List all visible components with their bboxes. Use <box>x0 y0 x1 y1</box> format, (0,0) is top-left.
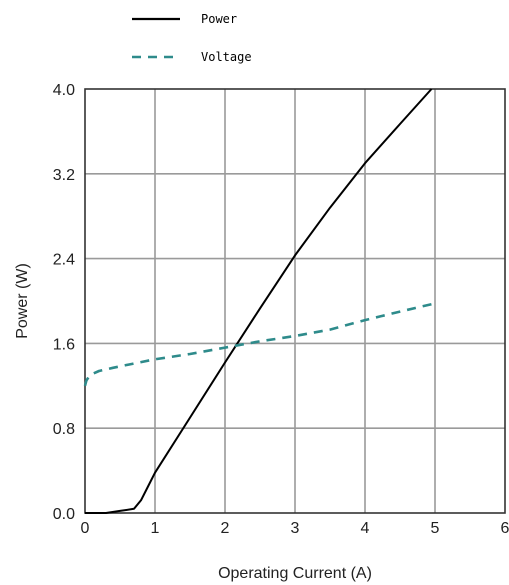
y-tick-label: 3.2 <box>53 167 75 184</box>
x-axis-title: Operating Current (A) <box>218 565 372 582</box>
x-tick-label: 0 <box>81 520 90 537</box>
series-line-power <box>85 88 433 514</box>
tick-labels: 0 1 2 3 4 5 6 0.0 0.8 1.6 2.4 3.2 4.0 <box>53 82 509 537</box>
y-tick-label: 1.6 <box>53 336 75 353</box>
grid <box>85 89 505 513</box>
y-tick-label: 0.8 <box>53 421 75 438</box>
y-axis-title: Power (W) <box>14 263 31 339</box>
y-tick-label: 0.0 <box>53 506 75 523</box>
x-tick-label: 6 <box>501 520 509 537</box>
legend-label-voltage: Voltage <box>201 50 252 64</box>
series-layer <box>83 88 433 514</box>
x-tick-label: 3 <box>291 520 300 537</box>
x-tick-label: 4 <box>361 520 370 537</box>
x-tick-label: 5 <box>431 520 440 537</box>
y-tick-label: 4.0 <box>53 82 75 99</box>
legend: Power Voltage <box>132 12 252 64</box>
x-tick-label: 2 <box>221 520 230 537</box>
x-tick-label: 1 <box>151 520 160 537</box>
axes <box>84 88 506 514</box>
legend-label-power: Power <box>201 12 237 26</box>
series-line-voltage <box>83 302 432 387</box>
y-tick-label: 2.4 <box>53 252 75 269</box>
plot-frame <box>84 88 506 514</box>
